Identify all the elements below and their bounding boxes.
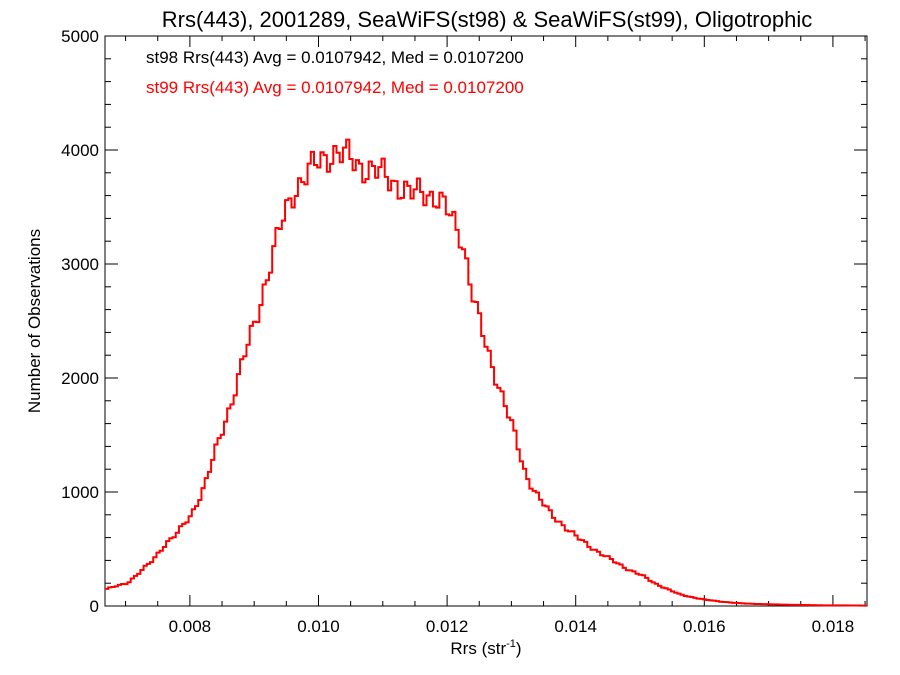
axis-ticks: 0.008 0.010 0.012 0.014 0.016 0.018 0 1000 2000 3…	[61, 27, 867, 636]
y-tick-label: 3000	[61, 255, 99, 274]
y-tick-label: 2000	[61, 369, 99, 388]
x-tick-label: 0.018	[812, 617, 855, 636]
y-tick-label: 1000	[61, 483, 99, 502]
x-axis-label: Rrs (str-1)	[450, 638, 521, 658]
x-axis-label-tail: )	[516, 639, 522, 658]
y-tick-label: 4000	[61, 141, 99, 160]
y-axis-label: Number of Observations	[25, 229, 44, 413]
x-tick-label: 0.010	[297, 617, 340, 636]
x-axis-label-main: Rrs (str	[450, 639, 506, 658]
x-axis-label-sup: -1	[506, 638, 516, 650]
y-tick-label: 0	[90, 597, 99, 616]
plot-frame	[104, 35, 868, 607]
x-tick-label: 0.014	[554, 617, 597, 636]
x-tick-label: 0.016	[683, 617, 726, 636]
legend-annotation-st98: st98 Rrs(443) Avg = 0.0107942, Med = 0.0…	[146, 48, 524, 67]
y-tick-label: 5000	[61, 27, 99, 46]
chart-title: Rrs(443), 2001289, SeaWiFS(st98) & SeaWi…	[162, 7, 812, 32]
series-line-0	[105, 138, 867, 607]
series-layer	[105, 138, 867, 607]
x-tick-label: 0.012	[426, 617, 469, 636]
x-tick-label: 0.008	[169, 617, 212, 636]
legend-annotation-st99: st99 Rrs(443) Avg = 0.0107942, Med = 0.0…	[146, 78, 524, 97]
